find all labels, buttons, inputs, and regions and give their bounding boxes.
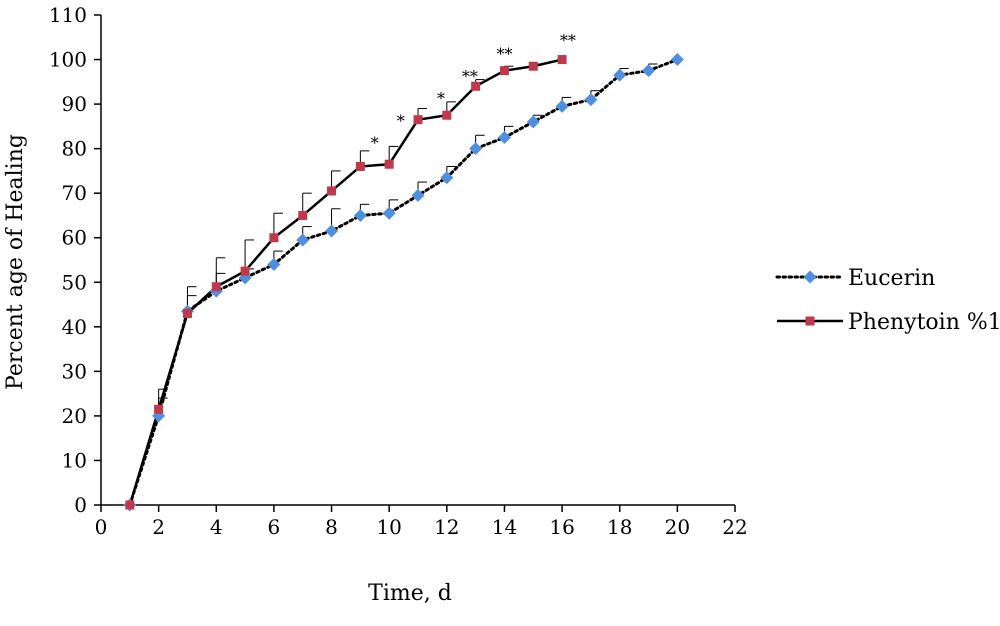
data-point-eucerin	[497, 131, 511, 144]
data-point-eucerin	[670, 53, 684, 67]
y-tick-label: 80	[62, 137, 87, 161]
legend: Eucerin Phenytoin %1	[775, 266, 1000, 335]
x-tick-label: 4	[210, 515, 223, 539]
data-point-phenytoin	[355, 161, 365, 171]
y-tick-label: 20	[62, 404, 87, 428]
data-point-phenytoin	[557, 55, 567, 65]
significance-marker: **	[560, 31, 576, 50]
y-axis-title: Percent age of Healing	[3, 134, 28, 390]
significance-marker: *	[437, 89, 445, 108]
data-point-eucerin	[267, 257, 281, 271]
y-tick-label: 90	[62, 92, 87, 116]
data-point-eucerin	[613, 68, 627, 82]
data-point-eucerin	[440, 171, 454, 185]
data-point-eucerin	[382, 206, 396, 220]
legend-label-eucerin: Eucerin	[848, 266, 935, 291]
data-point-phenytoin	[413, 115, 423, 125]
data-point-phenytoin	[211, 282, 221, 292]
data-point-phenytoin	[298, 210, 308, 220]
data-point-phenytoin	[327, 186, 337, 196]
significance-marker: **	[496, 45, 512, 64]
x-tick-label: 16	[549, 515, 574, 539]
series-markers	[123, 53, 684, 512]
axes: 0 10 20 30 40 50 60 70 80 90 100 110 0 2 4 6 8 10 12 14 16 18…	[49, 3, 748, 539]
data-point-phenytoin	[154, 404, 164, 414]
x-tick-label: 18	[607, 515, 632, 539]
significance-marker: *	[397, 111, 405, 130]
x-axis-title: Time, d	[368, 581, 452, 606]
data-point-phenytoin	[182, 308, 192, 318]
y-tick-label: 40	[62, 315, 87, 339]
x-tick-label: 6	[268, 515, 281, 539]
y-tick-label: 70	[62, 181, 87, 205]
x-tick-label: 0	[95, 515, 108, 539]
data-point-eucerin	[642, 64, 656, 78]
data-point-eucerin	[353, 208, 367, 222]
x-tick-label: 10	[376, 515, 401, 539]
series-line-phenytoin	[128, 58, 563, 506]
data-point-eucerin	[296, 233, 310, 247]
data-point-phenytoin	[528, 61, 538, 71]
legend-marker-eucerin	[803, 270, 817, 284]
y-tick-label: 50	[62, 270, 87, 294]
data-point-eucerin	[469, 142, 483, 156]
y-tick-label: 100	[49, 48, 87, 72]
y-tick-label: 110	[49, 3, 87, 27]
data-point-phenytoin	[442, 110, 452, 120]
significance-annotations: *********	[371, 31, 576, 152]
x-tick-label: 12	[434, 515, 459, 539]
x-tick-label: 22	[722, 515, 747, 539]
y-tick-label: 0	[74, 493, 87, 517]
x-tick-label: 8	[325, 515, 338, 539]
x-tick-label: 20	[665, 515, 690, 539]
significance-marker: *	[371, 134, 379, 153]
data-point-eucerin	[411, 188, 425, 202]
x-tick-label: 14	[492, 515, 517, 539]
x-tick-label: 2	[152, 515, 165, 539]
data-point-eucerin	[526, 115, 540, 129]
data-point-phenytoin	[125, 500, 135, 510]
significance-marker: **	[462, 67, 478, 86]
y-tick-label: 60	[62, 226, 87, 250]
legend-label-phenytoin: Phenytoin %1	[848, 310, 1000, 335]
y-tick-label: 30	[62, 359, 87, 383]
data-point-phenytoin	[384, 159, 394, 169]
data-point-eucerin	[584, 93, 598, 107]
data-point-phenytoin	[269, 233, 279, 243]
data-point-phenytoin	[240, 266, 250, 276]
error-bars	[158, 63, 658, 416]
legend-marker-phenytoin	[805, 316, 815, 326]
data-point-eucerin	[325, 224, 339, 238]
data-point-eucerin	[555, 99, 569, 113]
data-point-phenytoin	[471, 81, 481, 91]
y-tick-label: 10	[62, 448, 87, 472]
data-point-phenytoin	[499, 66, 509, 76]
